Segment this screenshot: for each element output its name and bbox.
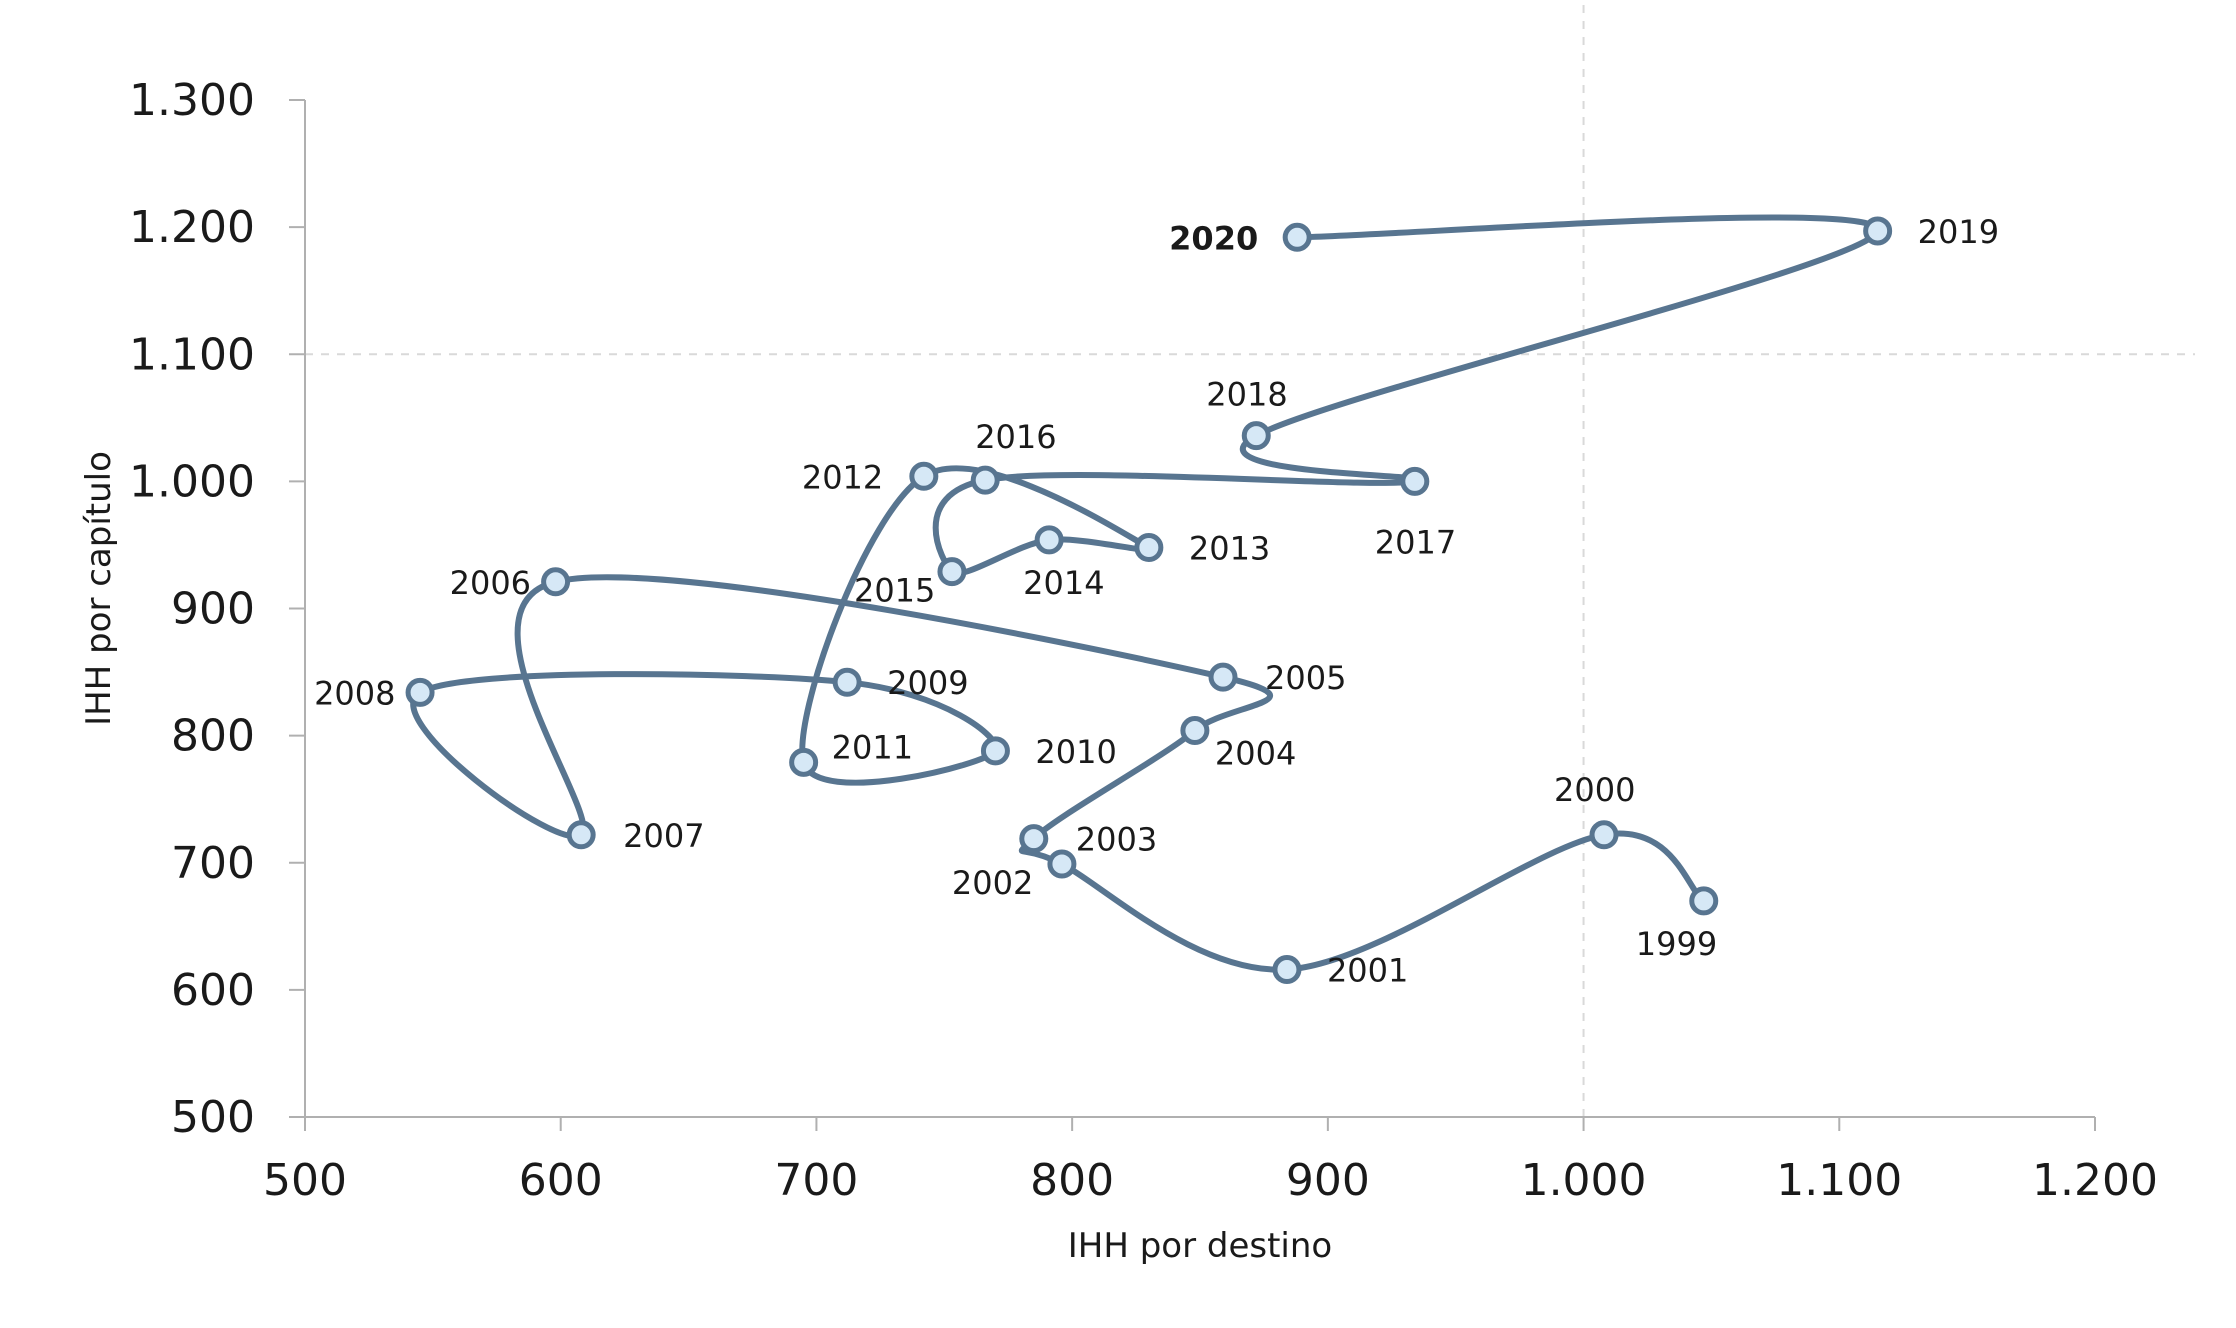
- x-tick-label: 600: [519, 1155, 603, 1206]
- data-point-2006: [541, 567, 571, 597]
- data-point-2013: [1134, 532, 1164, 562]
- point-label-1999: 1999: [1636, 925, 1717, 963]
- point-label-2019: 2019: [1918, 213, 1999, 251]
- data-point-2014: [1034, 525, 1064, 555]
- data-point-2008: [405, 677, 435, 707]
- y-tick-label: 1.200: [129, 202, 255, 253]
- point-label-2016: 2016: [975, 418, 1056, 456]
- data-point-2009: [832, 667, 862, 697]
- x-tick-label: 1.200: [2032, 1155, 2158, 1206]
- point-label-2005: 2005: [1265, 659, 1346, 697]
- x-tick-label: 800: [1030, 1155, 1114, 1206]
- y-tick-label: 600: [171, 965, 255, 1016]
- data-point-2005: [1208, 662, 1238, 692]
- data-points: [405, 216, 1893, 985]
- x-axis-ticks: 500 600 700 800 900 1.000 1.100 1.200: [263, 1117, 2158, 1206]
- data-point-2004: [1180, 716, 1210, 746]
- y-tick-label: 1.000: [129, 456, 255, 507]
- data-point-2018: [1241, 421, 1271, 451]
- point-label-2017: 2017: [1375, 523, 1456, 561]
- y-tick-label: 700: [171, 838, 255, 889]
- y-tick-label: 900: [171, 584, 255, 635]
- reference-lines: [305, 5, 2195, 1117]
- point-label-2006: 2006: [450, 564, 531, 602]
- y-tick-label: 1.100: [129, 329, 255, 380]
- x-tick-label: 1.000: [1521, 1155, 1647, 1206]
- y-axis-title: IHH por capítulo: [79, 451, 119, 726]
- data-point-2016: [970, 465, 1000, 495]
- x-tick-label: 1.100: [1776, 1155, 1902, 1206]
- data-point-1999: [1689, 886, 1719, 916]
- data-point-2015: [937, 557, 967, 587]
- point-label-2008: 2008: [314, 674, 395, 712]
- data-point-2003: [1019, 824, 1049, 854]
- point-label-2012: 2012: [802, 458, 883, 496]
- x-tick-label: 500: [263, 1155, 347, 1206]
- point-labels: 1999 2000 2001 2002 2003 2004 2005 2006 2007 2008…: [314, 213, 1999, 990]
- point-label-2004: 2004: [1215, 735, 1296, 773]
- point-label-2009: 2009: [887, 664, 968, 702]
- point-label-2007: 2007: [623, 817, 704, 855]
- data-point-2020: [1282, 222, 1312, 252]
- point-label-2013: 2013: [1189, 529, 1270, 567]
- y-tick-label: 1.300: [129, 75, 255, 126]
- point-label-2011: 2011: [832, 728, 913, 766]
- point-label-2001: 2001: [1327, 952, 1408, 990]
- data-point-2002: [1047, 849, 1077, 879]
- x-tick-label: 700: [774, 1155, 858, 1206]
- x-axis-title: IHH por destino: [1068, 1226, 1332, 1266]
- x-tick-label: 900: [1286, 1155, 1370, 1206]
- point-label-2003: 2003: [1076, 821, 1157, 859]
- data-point-2007: [566, 820, 596, 850]
- point-label-2018: 2018: [1206, 376, 1287, 414]
- data-point-2017: [1400, 466, 1430, 496]
- point-label-2010: 2010: [1035, 733, 1116, 771]
- y-tick-label: 800: [171, 711, 255, 762]
- data-point-2019: [1863, 216, 1893, 246]
- data-point-2012: [909, 461, 939, 491]
- point-label-2014: 2014: [1023, 564, 1104, 602]
- point-label-2000: 2000: [1554, 771, 1635, 809]
- y-axis-ticks: 500 600 700 800 900 1.000 1.100 1.200 1.300: [129, 75, 305, 1143]
- point-label-2002: 2002: [952, 864, 1033, 902]
- point-label-2020: 2020: [1169, 219, 1258, 257]
- point-label-2015: 2015: [854, 572, 935, 610]
- y-tick-label: 500: [171, 1092, 255, 1143]
- data-point-2000: [1589, 820, 1619, 850]
- data-point-2001: [1272, 955, 1302, 985]
- data-point-2010: [980, 736, 1010, 766]
- data-point-2011: [789, 747, 819, 777]
